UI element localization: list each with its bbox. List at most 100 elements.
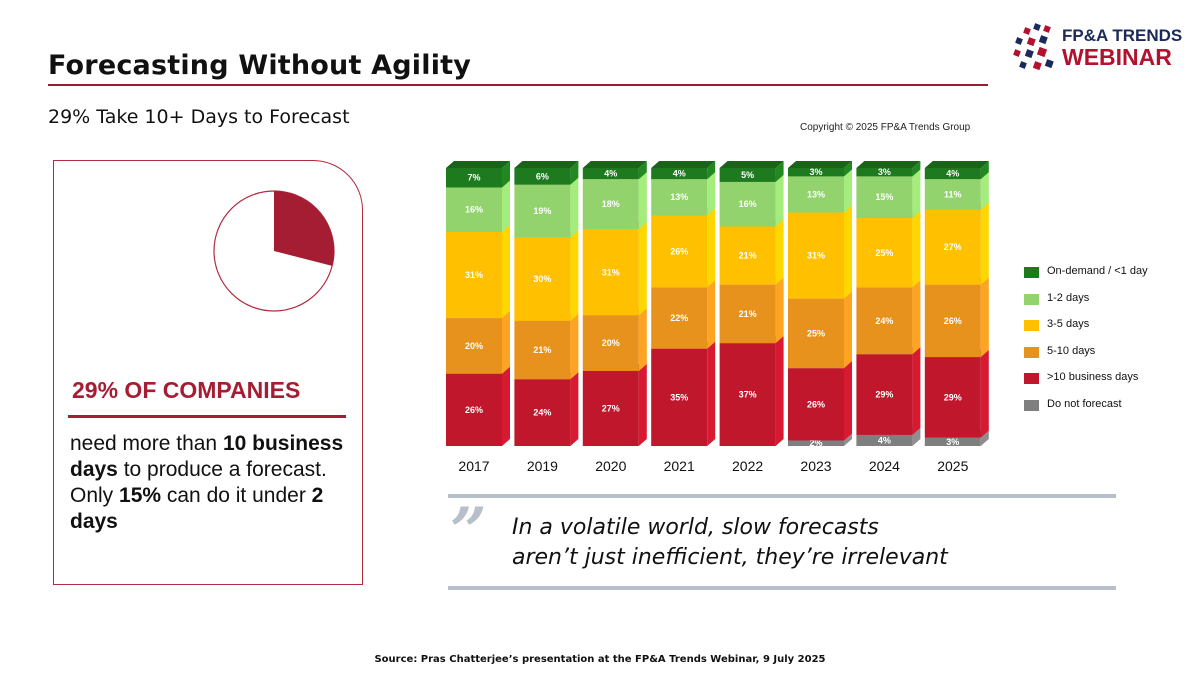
bar-segment-side — [570, 177, 579, 238]
bar-segment — [446, 168, 502, 188]
legend-swatch — [1024, 267, 1039, 278]
bar-segment-side — [570, 313, 579, 380]
bar-value-label: 31% — [602, 267, 620, 277]
bar-segment — [446, 187, 502, 232]
bar-segment — [924, 284, 981, 358]
bar-value-label: 21% — [739, 251, 757, 261]
bar-segment-side — [775, 161, 784, 182]
bar-value-label: 13% — [807, 189, 825, 199]
bar-segment — [924, 209, 981, 285]
bar-segment-side — [980, 277, 989, 358]
bar-segment-side — [912, 347, 921, 435]
bar-segment — [856, 287, 913, 355]
bar-segment — [514, 184, 571, 238]
bar-segment — [924, 357, 981, 438]
bar-segment — [719, 343, 776, 446]
bar-segment-side — [502, 366, 510, 446]
stat-body: need more than 10 business days to produ… — [70, 431, 350, 535]
copyright-note: Copyright © 2025 FP&A Trends Group — [800, 122, 971, 133]
bar-value-label: 26% — [670, 246, 688, 256]
bar-segment-side — [912, 169, 921, 219]
bar-segment — [924, 168, 981, 180]
quote-text: In a volatile world, slow forecasts aren’… — [512, 513, 948, 573]
bar-segment-top — [582, 161, 647, 168]
bar-segment — [719, 168, 776, 182]
bar-value-label: 4% — [604, 169, 617, 179]
bar-value-label: 30% — [533, 274, 551, 284]
bar-segment-side — [570, 161, 579, 185]
bar-segment-side — [638, 172, 647, 230]
legend-label: Do not forecast — [1047, 398, 1122, 410]
bar-segment — [582, 168, 639, 180]
bar-value-label: 26% — [465, 405, 483, 415]
bar-segment — [651, 348, 708, 446]
bar-value-label: 15% — [875, 192, 893, 202]
bar-segment-top — [514, 161, 579, 168]
bar-value-label: 3% — [946, 437, 959, 447]
bar-segment — [719, 226, 776, 285]
x-tick-label: 2023 — [800, 458, 831, 474]
bar-segment-side — [638, 363, 647, 446]
bar-segment-side — [980, 161, 989, 180]
bar-value-label: 2% — [809, 438, 822, 448]
bar-value-label: 24% — [875, 316, 893, 326]
quote-line: In a volatile world, slow forecasts — [512, 515, 879, 540]
bar-value-label: 21% — [739, 309, 757, 319]
bar-segment — [788, 368, 844, 441]
bar-segment-side — [502, 180, 510, 232]
x-tick-label: 2025 — [937, 458, 968, 474]
pie-icon — [213, 190, 335, 312]
stat-card: 29% OF COMPANIES need more than 10 busin… — [53, 160, 363, 585]
bar-segment — [856, 218, 913, 288]
stat-body-text: need more than — [70, 432, 223, 455]
bar-value-label: 7% — [467, 173, 480, 183]
bar-value-label: 4% — [946, 169, 959, 179]
bar-value-label: 5% — [741, 170, 754, 180]
logo-text-bottom: WEBINAR — [1062, 44, 1172, 70]
bar-segment — [514, 237, 571, 321]
bar-segment — [788, 176, 844, 213]
bar-segment-side — [638, 222, 647, 316]
bar-segment-side — [570, 230, 579, 321]
bar-segment-side — [707, 161, 716, 180]
legend-swatch — [1024, 320, 1039, 332]
bar-value-label: 3% — [809, 167, 822, 177]
bar-segment-side — [707, 172, 716, 216]
bar-value-label: 27% — [944, 242, 962, 252]
legend-label: >10 business days — [1047, 371, 1139, 384]
bar-segment-side — [844, 161, 852, 177]
bar-value-label: 37% — [739, 390, 757, 400]
bar-segment — [924, 437, 981, 446]
bar-segment-top — [651, 161, 716, 168]
bar-segment-side — [707, 341, 716, 446]
bar-value-label: 26% — [807, 399, 825, 409]
bar-value-label: 27% — [602, 403, 620, 413]
quote-rule-bottom — [448, 586, 1116, 590]
bar-value-label: 3% — [878, 167, 891, 177]
bar-value-label: 20% — [465, 341, 483, 351]
bar-segment-side — [980, 202, 989, 285]
bar-segment-side — [775, 174, 784, 227]
quote-mark-icon: ” — [450, 494, 487, 569]
source-note: Source: Pras Chatterjee’s presentation a… — [374, 654, 826, 665]
legend-swatch — [1024, 346, 1039, 358]
bar-segment — [788, 440, 844, 446]
legend-label: On-demand / <1 day — [1047, 265, 1148, 277]
legend-swatch — [1024, 373, 1039, 385]
bar-segment — [446, 231, 502, 319]
bar-value-label: 29% — [944, 392, 962, 402]
stat-divider — [68, 415, 346, 418]
stat-body-bold: 2 days — [70, 484, 324, 533]
bar-segment-side — [707, 208, 716, 288]
bar-value-label: 24% — [533, 408, 551, 418]
bar-value-label: 4% — [673, 169, 686, 179]
quote-line: aren’t just inefficient, they’re irrelev… — [512, 545, 948, 570]
bar-segment-side — [775, 336, 784, 446]
stat-body-bold: 10 business days — [70, 432, 344, 481]
legend-label: 1-2 days — [1047, 291, 1090, 304]
stat-body-text: to produce a forecast. Only — [70, 458, 327, 507]
bar-segment-side — [775, 277, 784, 344]
bar-segment-side — [502, 311, 510, 374]
x-tick-label: 2020 — [595, 458, 626, 474]
